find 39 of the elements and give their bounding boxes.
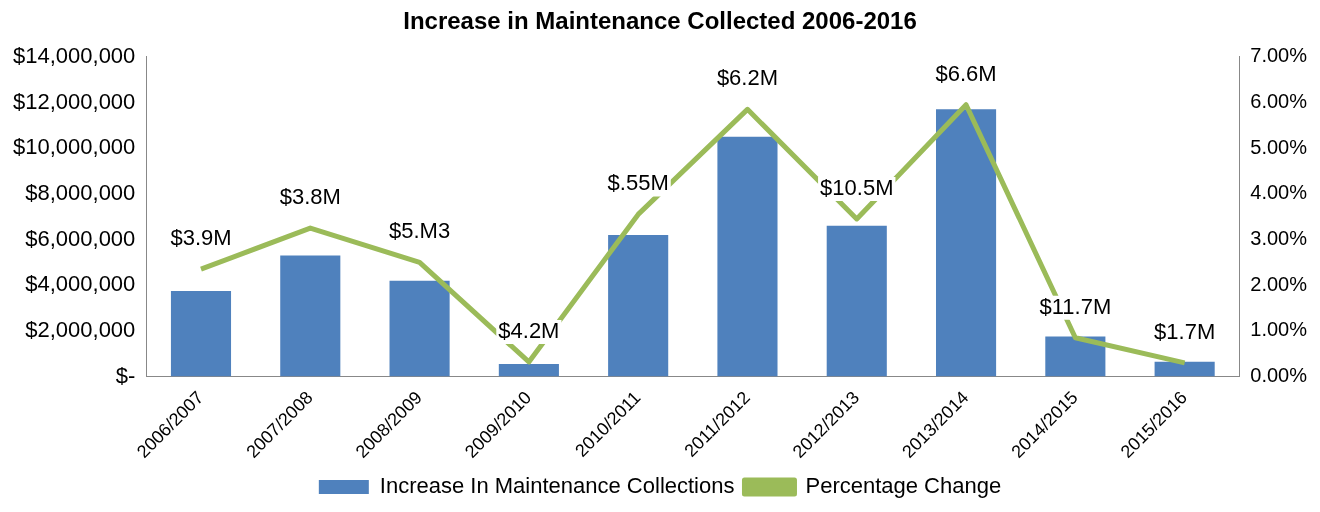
annotation: $4.2M bbox=[498, 318, 560, 344]
bar bbox=[1154, 361, 1215, 377]
bar bbox=[498, 364, 559, 377]
y2-tick-label: 2.00% bbox=[1250, 272, 1308, 295]
y-tick-label: $- bbox=[115, 362, 136, 388]
bar bbox=[280, 255, 341, 377]
bar bbox=[717, 136, 778, 377]
y2-tick-label: 6.00% bbox=[1250, 90, 1308, 112]
y-tick-label: $10,000,000 bbox=[13, 134, 136, 160]
bar bbox=[608, 234, 669, 377]
bar bbox=[389, 280, 450, 377]
bar bbox=[170, 290, 232, 377]
y2-tick-label: 5.00% bbox=[1250, 135, 1308, 158]
bar bbox=[826, 225, 887, 377]
y-tick-label: $6,000,000 bbox=[25, 225, 136, 251]
y2-tick-label: 7.00% bbox=[1250, 44, 1308, 67]
annotation: $6.2M bbox=[716, 65, 779, 91]
chart-title: Increase in Maintenance Collected 2006-2016 bbox=[403, 7, 917, 35]
y-tick-label: $4,000,000 bbox=[25, 271, 136, 297]
annotation: $6.6M bbox=[935, 60, 997, 86]
annotation: $10.5M bbox=[820, 175, 894, 201]
annotation: $.55M bbox=[607, 170, 669, 196]
y-tick-label: $8,000,000 bbox=[25, 179, 136, 205]
y2-tick-label: 4.00% bbox=[1250, 181, 1308, 204]
y-tick-label: $2,000,000 bbox=[25, 316, 136, 342]
y-tick-label: $12,000,000 bbox=[13, 88, 136, 114]
y2-tick-label: 1.00% bbox=[1250, 318, 1308, 341]
annotation: $3.9M bbox=[170, 225, 232, 251]
legend-label: Increase In Maintenance Collections bbox=[379, 473, 735, 499]
annotation: $5.M3 bbox=[389, 218, 451, 244]
y-tick-label: $14,000,000 bbox=[13, 42, 136, 68]
y2-tick-label: 0.00% bbox=[1250, 364, 1308, 387]
legend-label: Percentage Change bbox=[805, 473, 1002, 499]
bar bbox=[1045, 336, 1106, 377]
annotation: $1.7M bbox=[1154, 318, 1216, 344]
annotation: $3.8M bbox=[279, 184, 341, 210]
annotation: $11.7M bbox=[1039, 293, 1112, 319]
y2-tick-label: 3.00% bbox=[1250, 227, 1308, 250]
bar bbox=[936, 109, 997, 377]
